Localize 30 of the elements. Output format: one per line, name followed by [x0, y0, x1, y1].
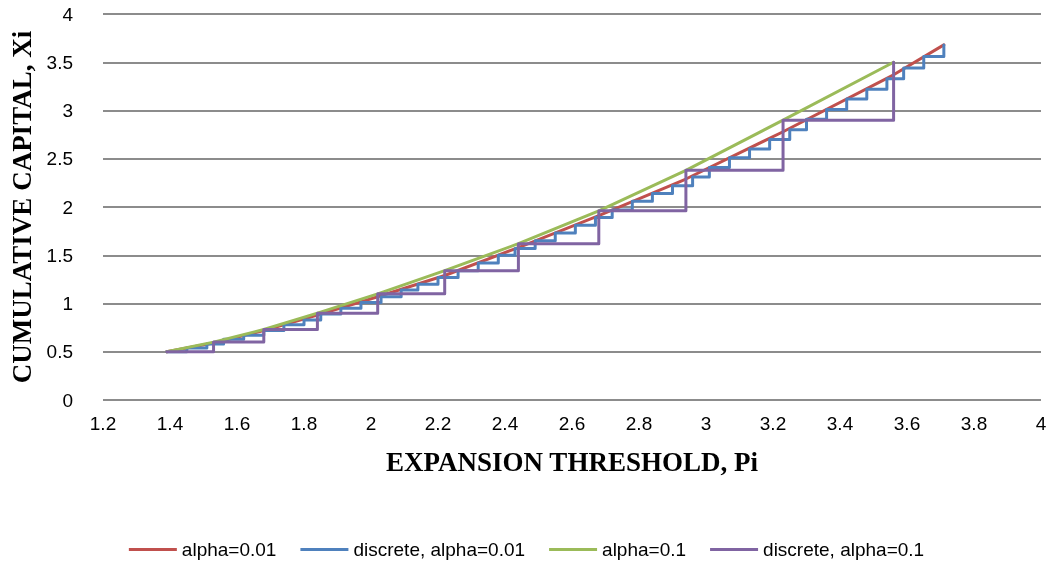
- y-tick-label: 0: [62, 389, 73, 411]
- x-tick-label: 2.8: [625, 413, 653, 434]
- y-tick-label: 2.5: [46, 148, 73, 170]
- x-tick-label: 4: [1035, 413, 1047, 434]
- x-tick-label: 3.8: [960, 413, 988, 434]
- y-tick-label: 3: [62, 100, 73, 121]
- x-tick-label: 1.6: [223, 413, 251, 434]
- y-tick-label: 1: [62, 293, 73, 314]
- x-tick-label: 2: [365, 413, 377, 434]
- y-axis-title: CUMULATIVE CAPITAL, Xi: [6, 30, 37, 384]
- x-tick-label: 3: [700, 413, 712, 434]
- x-tick-label: 1.2: [89, 413, 117, 434]
- x-axis-title: EXPANSION THRESHOLD, Pi: [386, 446, 759, 477]
- legend-label: alpha=0.1: [602, 539, 687, 560]
- y-tick-label: 2: [62, 196, 73, 218]
- x-tick-label: 1.4: [156, 413, 184, 434]
- x-tick-label: 3.6: [893, 413, 921, 434]
- legend-label: alpha=0.01: [181, 539, 277, 560]
- y-tick-label: 0.5: [46, 341, 73, 363]
- x-tick-label: 3.4: [826, 413, 854, 434]
- y-tick-label: 3.5: [46, 51, 73, 73]
- y-tick-label: 1.5: [46, 244, 73, 266]
- x-tick-label: 1.8: [290, 413, 318, 434]
- legend-label: discrete, alpha=0.01: [353, 539, 526, 560]
- x-tick-label: 2.4: [491, 413, 519, 434]
- y-tick-label: 4: [62, 3, 74, 25]
- x-tick-label: 2.6: [558, 413, 586, 434]
- x-tick-label: 3.2: [759, 413, 787, 434]
- legend-label: discrete, alpha=0.1: [763, 539, 925, 560]
- x-tick-label: 2.2: [424, 413, 452, 434]
